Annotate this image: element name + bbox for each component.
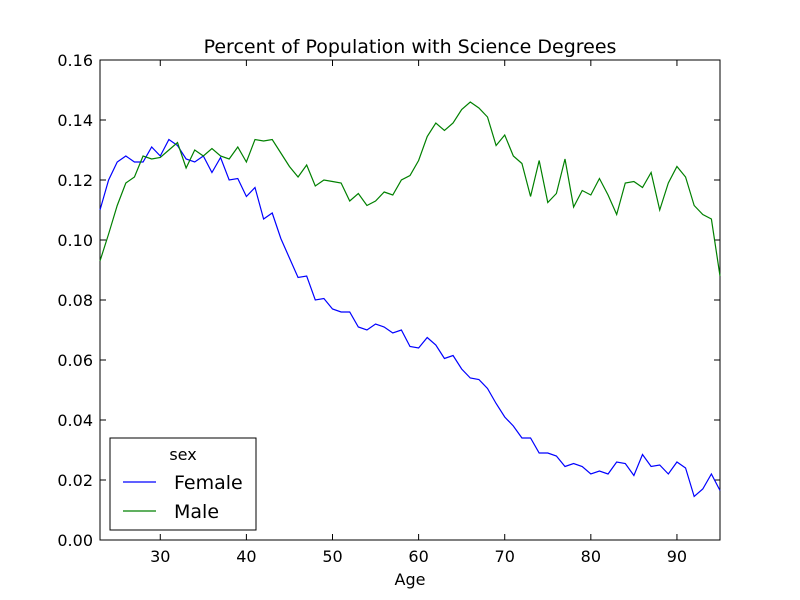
chart-title: Percent of Population with Science Degre… xyxy=(204,36,617,58)
x-tick-label: 60 xyxy=(408,547,428,566)
x-tick-label: 40 xyxy=(236,547,256,566)
x-tick-label: 70 xyxy=(495,547,515,566)
legend: sex Female Male xyxy=(109,437,257,531)
y-tick-label: 0.04 xyxy=(57,411,93,430)
y-tick-label: 0.02 xyxy=(57,471,93,490)
x-tick-label: 50 xyxy=(322,547,342,566)
y-tick-label: 0.12 xyxy=(57,171,93,190)
y-tick-label: 0.16 xyxy=(57,51,93,70)
x-tick-label: 90 xyxy=(667,547,687,566)
axis-ticks: 30 40 50 60 70 80 90 0.00 0.02 0.04 0.06 0.08 0.10 0.… xyxy=(57,51,720,566)
y-tick-label: 0.08 xyxy=(57,291,93,310)
y-tick-label: 0.00 xyxy=(57,531,93,550)
x-tick-label: 80 xyxy=(581,547,601,566)
y-tick-label: 0.06 xyxy=(57,351,93,370)
x-tick-label: 30 xyxy=(150,547,170,566)
legend-label-female: Female xyxy=(174,472,243,494)
y-tick-label: 0.14 xyxy=(57,111,93,130)
series-line-male xyxy=(99,101,721,277)
legend-label-male: Male xyxy=(174,501,219,523)
legend-box xyxy=(109,437,257,531)
series-lines xyxy=(99,101,721,498)
legend-title: sex xyxy=(169,445,196,464)
x-axis-label: Age xyxy=(395,570,426,589)
y-tick-label: 0.10 xyxy=(57,231,93,250)
